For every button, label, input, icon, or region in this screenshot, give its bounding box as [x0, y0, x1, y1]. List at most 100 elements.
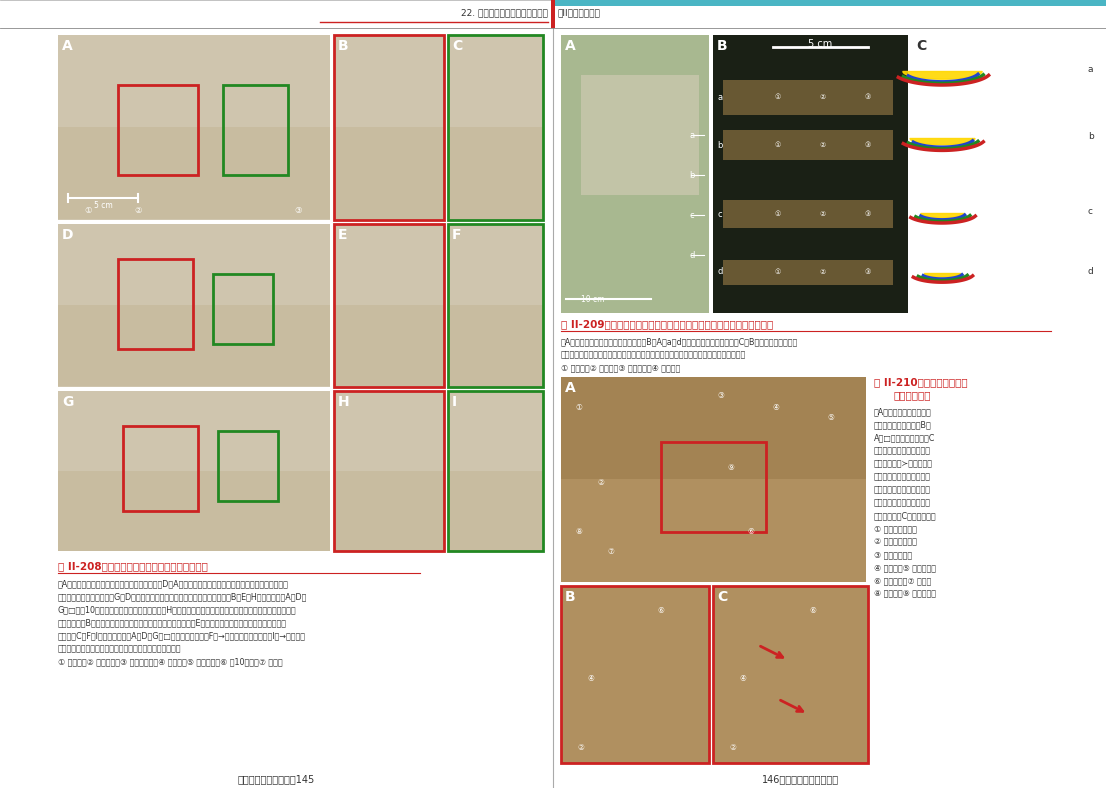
- Text: B: B: [717, 39, 728, 53]
- Bar: [123, 426, 198, 511]
- Bar: [58, 471, 330, 551]
- Text: Aは右の腹部を前外側方からみた写真である。DはAの外腹斜筋の停止を腹直筋前前葉とともに剥離し，: Aは右の腹部を前外側方からみた写真である。DはAの外腹斜筋の停止を腹直筋前前葉と…: [58, 579, 289, 588]
- Text: a: a: [689, 131, 695, 139]
- Text: 筋との筋連結: 筋との筋連結: [894, 390, 931, 400]
- Bar: [448, 35, 543, 220]
- Text: ② 大胸筋の胸肋部: ② 大胸筋の胸肋部: [874, 537, 917, 546]
- Text: A: A: [565, 381, 576, 395]
- Text: は前鋸筋の筋腹を頭方へ牽: は前鋸筋の筋腹を頭方へ牽: [874, 446, 931, 455]
- Text: まっている（C，筋連結）。: まっている（C，筋連結）。: [874, 511, 937, 520]
- Bar: [448, 471, 543, 551]
- Text: ③: ③: [865, 142, 872, 148]
- Text: ⑥: ⑥: [748, 527, 754, 537]
- Text: A: A: [62, 39, 73, 53]
- Text: 鋸筋と外腹斜筋の筋束が始: 鋸筋と外腹斜筋の筋束が始: [874, 498, 931, 507]
- Text: ②: ②: [597, 478, 605, 486]
- Text: a: a: [1088, 65, 1094, 74]
- Text: G: G: [62, 395, 73, 409]
- Text: を示す。C，F，I，は，それぞれA，D，Gの□を拡大してある。Fの→は内腹斜筋における，Iの→は腹横筋: を示す。C，F，I，は，それぞれA，D，Gの□を拡大してある。Fの→は内腹斜筋に…: [58, 631, 306, 640]
- Text: 22. 外腹斜筋，内腹斜筋，腹横筋: 22. 外腹斜筋，内腹斜筋，腹横筋: [461, 8, 547, 17]
- Text: C: C: [452, 39, 462, 53]
- Bar: [448, 391, 543, 551]
- Text: ②: ②: [730, 743, 737, 752]
- Text: 骨格筋の形と触察法｜145: 骨格筋の形と触察法｜145: [238, 774, 314, 784]
- Text: ③: ③: [294, 206, 302, 215]
- Bar: [58, 391, 330, 551]
- Text: d: d: [717, 267, 722, 277]
- Text: ③: ③: [865, 211, 872, 217]
- Bar: [213, 274, 273, 344]
- Text: ①: ①: [775, 94, 781, 100]
- Text: ⑥: ⑥: [810, 606, 816, 615]
- Text: b: b: [689, 170, 695, 180]
- Text: b: b: [1088, 132, 1094, 141]
- Text: ①: ①: [775, 269, 781, 275]
- Text: 色を付けた模式図である（腹直筋は黄，外腹斜筋は青，内腹斜筋は緑，腹横筋は赤）。: 色を付けた模式図である（腹直筋は黄，外腹斜筋は青，内腹斜筋は緑，腹横筋は赤）。: [561, 350, 747, 359]
- Bar: [723, 130, 893, 160]
- Text: ①: ①: [775, 142, 781, 148]
- Bar: [334, 127, 444, 219]
- Text: ⑦: ⑦: [607, 548, 615, 556]
- Text: c: c: [717, 210, 721, 218]
- Bar: [334, 35, 444, 220]
- Text: ⑤: ⑤: [827, 412, 834, 422]
- Bar: [334, 471, 444, 551]
- Bar: [218, 431, 278, 501]
- Text: 5 cm: 5 cm: [94, 201, 113, 210]
- Bar: [553, 0, 1106, 6]
- Text: ③: ③: [865, 94, 872, 100]
- Text: ① 腹直筋　② 腹横筋　③ 内腹斜筋　④ 外腹斜筋: ① 腹直筋 ② 腹横筋 ③ 内腹斜筋 ④ 外腹斜筋: [561, 363, 680, 372]
- Text: ⑨: ⑨: [728, 463, 734, 471]
- Bar: [723, 80, 893, 115]
- Text: d: d: [1088, 267, 1094, 276]
- Text: D: D: [62, 228, 73, 242]
- Text: ① 大胸筋の鎖骨部: ① 大胸筋の鎖骨部: [874, 524, 917, 533]
- Bar: [561, 377, 866, 582]
- Text: 10 cm: 10 cm: [581, 295, 605, 304]
- Bar: [118, 85, 198, 175]
- Text: ②: ②: [820, 269, 826, 275]
- Bar: [581, 75, 699, 195]
- Bar: [448, 305, 543, 386]
- Bar: [723, 200, 893, 228]
- Bar: [448, 224, 543, 387]
- Text: A: A: [565, 39, 576, 53]
- Bar: [334, 224, 444, 387]
- Text: ②: ②: [820, 142, 826, 148]
- Text: E: E: [338, 228, 347, 242]
- Text: 外側頭方へ反転してある。GはDの内腹斜筋を剥離し，外側方へ反転してある。B，E，Hは，それぞれA，D，: 外側頭方へ反転してある。GはDの内腹斜筋を剥離し，外側方へ反転してある。B，E，…: [58, 592, 307, 601]
- Text: I: I: [452, 395, 457, 409]
- Text: ①: ①: [84, 206, 92, 215]
- Text: B: B: [338, 39, 348, 53]
- Text: ②: ②: [820, 94, 826, 100]
- Text: ③: ③: [718, 391, 724, 400]
- Bar: [334, 35, 444, 220]
- Text: ④: ④: [740, 674, 747, 683]
- Bar: [713, 35, 908, 313]
- Bar: [58, 35, 330, 220]
- Text: ⑧: ⑧: [575, 527, 583, 537]
- Text: ④: ④: [773, 403, 780, 411]
- Bar: [334, 224, 444, 387]
- Bar: [334, 391, 444, 551]
- Bar: [448, 35, 543, 220]
- Bar: [448, 391, 543, 551]
- Text: ⑧ 三角筋　⑨ 橈側皮静脈: ⑧ 三角筋 ⑨ 橈側皮静脈: [874, 589, 936, 598]
- Text: Aは右の胸部を前外側方: Aは右の胸部を前外側方: [874, 407, 931, 416]
- Text: ⑥ 外腹斜筋　⑦ 広背筋: ⑥ 外腹斜筋 ⑦ 広背筋: [874, 576, 931, 585]
- Text: ③ 大胸筋の腹部: ③ 大胸筋の腹部: [874, 550, 912, 559]
- Text: C: C: [717, 590, 728, 604]
- Text: C: C: [916, 39, 926, 53]
- Text: B: B: [565, 590, 575, 604]
- Bar: [723, 260, 893, 285]
- Bar: [448, 127, 543, 219]
- Bar: [334, 391, 444, 551]
- Text: 5 cm: 5 cm: [807, 39, 832, 49]
- Text: ⑥: ⑥: [658, 606, 665, 615]
- Text: ① 広背筋　② 外腹斜筋　③ 上前腸骨棘　④ 腹直筋　⑤ 内腹斜筋　⑥ 第10肋骨　⑦ 腹横筋: ① 広背筋 ② 外腹斜筋 ③ 上前腸骨棘 ④ 腹直筋 ⑤ 内腹斜筋 ⑥ 第10肋…: [58, 657, 283, 666]
- Text: Aの□を拡大してある。C: Aの□を拡大してある。C: [874, 433, 936, 442]
- Text: F: F: [452, 228, 461, 242]
- Text: ③: ③: [865, 269, 872, 275]
- Text: ①: ①: [775, 211, 781, 217]
- Text: Aは体幹を前方からみた写真である。BはAのa～dの筋腹の断面をみている。CはBの筋腹の断面ごとに: Aは体幹を前方からみた写真である。BはAのa～dの筋腹の断面をみている。CはBの…: [561, 337, 799, 346]
